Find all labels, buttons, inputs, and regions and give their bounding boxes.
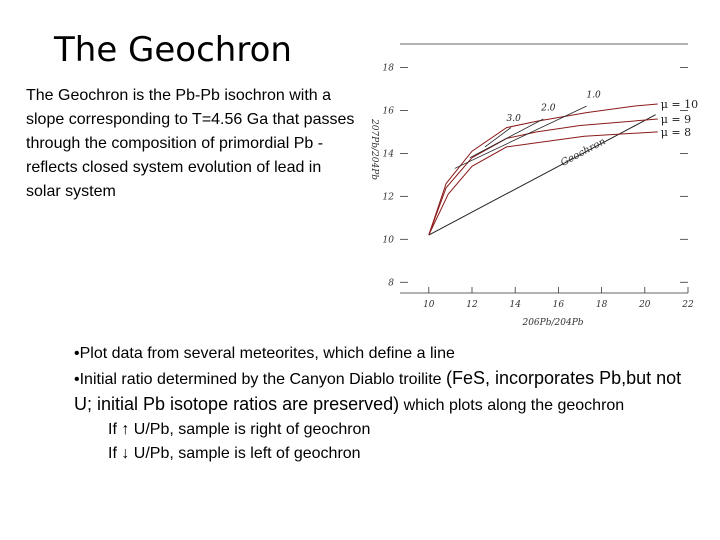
axis-ticks: 10 12 14 16 18 20 22 8 10 12 14 16 18	[383, 63, 694, 310]
geochron-line	[428, 114, 656, 236]
growth-curve-3	[428, 131, 658, 236]
bullet-2: •Initial ratio determined by the Canyon …	[74, 366, 694, 418]
y-tick-label: 14	[383, 149, 395, 159]
age-label: 2.0	[540, 103, 556, 113]
data-series	[428, 103, 658, 236]
bullet-2-emphasis: (FeS, incorporates Pb,but not U; initial…	[74, 368, 682, 414]
growth-curve-label: μ = 8	[661, 126, 691, 139]
x-tick-label: 18	[596, 300, 608, 310]
intro-text: The Geochron is the Pb-Pb isochron with …	[26, 87, 355, 200]
x-tick-label: 20	[638, 300, 651, 310]
growth-curve-1	[428, 103, 658, 236]
geochron-figure: 10 12 14 16 18 20 22 8 10 12 14 16 18 206Pb/204Pb 207…	[369, 43, 698, 328]
y-axis-label: 207Pb/204Pb	[369, 118, 379, 180]
bullet-3: If ↑ U/Pb, sample is right of geochron	[108, 421, 371, 438]
x-tick-label: 10	[423, 300, 435, 310]
isochron-segment	[454, 105, 587, 169]
growth-curve-label: μ = 10	[661, 98, 698, 111]
y-tick-label: 10	[383, 235, 395, 245]
x-tick-label: 16	[553, 300, 565, 310]
y-tick-label: 18	[383, 63, 395, 73]
x-tick-label: 14	[509, 300, 521, 310]
slide-title: The Geochron	[54, 30, 292, 70]
y-tick-label: 16	[383, 106, 395, 116]
y-tick-label: 12	[383, 192, 395, 202]
bullet-list: •Plot data from several meteorites, whic…	[74, 342, 694, 466]
x-tick-label: 22	[681, 300, 694, 310]
bullet-4: If ↓ U/Pb, sample is left of geochron	[108, 445, 361, 462]
isochron-segment	[469, 118, 544, 159]
geochron-label: Geochron	[559, 136, 608, 169]
bullet-1: •Plot data from several meteorites, whic…	[74, 345, 455, 362]
x-axis-label: 206Pb/204Pb	[521, 318, 583, 328]
bullet-2-text: •Initial ratio determined by the Canyon …	[74, 371, 447, 388]
isochron-segment	[484, 127, 512, 148]
plot-labels: 206Pb/204Pb 207Pb/204Pb Geochron μ = 10 μ = …	[369, 91, 698, 328]
x-tick-label: 12	[466, 300, 478, 310]
bullet-2-tail: which plots along the geochron	[399, 397, 625, 414]
age-label: 3.0	[507, 114, 522, 124]
y-tick-label: 8	[388, 278, 394, 288]
growth-curve-label: μ = 9	[661, 113, 691, 126]
age-label: 1.0	[586, 91, 601, 101]
plot-frame	[400, 43, 688, 294]
